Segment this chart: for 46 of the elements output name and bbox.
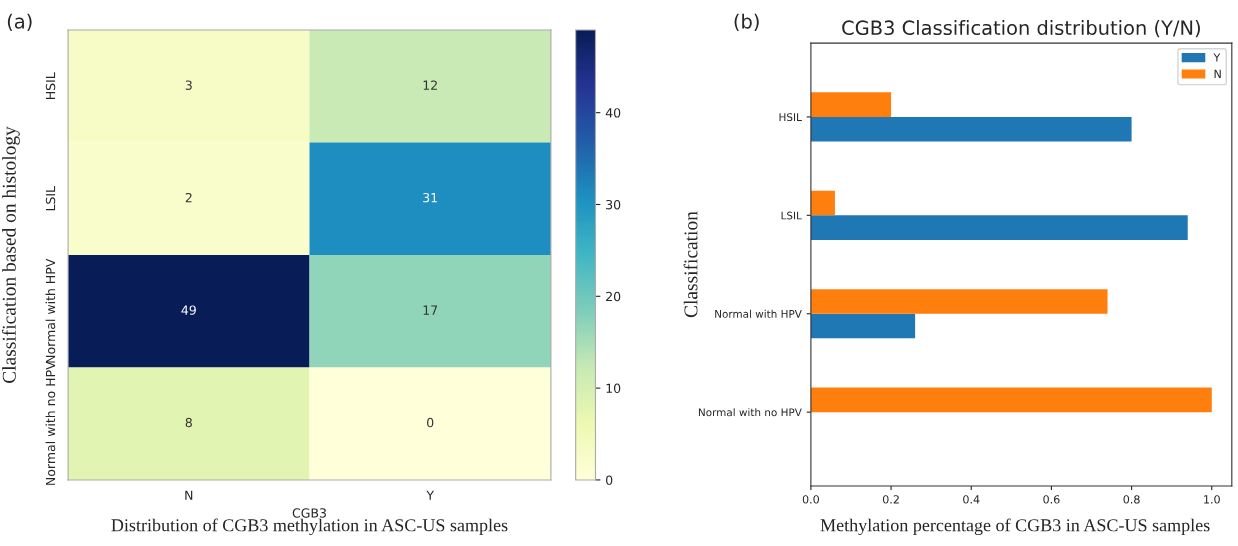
- y-tick-label: HSIL: [45, 72, 56, 100]
- x-tick-label: 0.6: [1043, 495, 1060, 504]
- color-bar-label: 10: [606, 383, 621, 394]
- bar: [810, 313, 916, 339]
- data-label: 31: [423, 192, 437, 203]
- x-tick-label: N: [185, 490, 193, 500]
- bar: [810, 116, 1132, 142]
- data-label: 2: [185, 192, 192, 203]
- data-label: 12: [423, 80, 437, 90]
- x-axis-title: CGB3: [292, 508, 326, 518]
- data-label: 0: [427, 417, 434, 428]
- y-tick-label: HSIL: [779, 113, 802, 122]
- y-tick-label: Normal with HPV: [45, 258, 56, 363]
- y-tick-label: LSIL: [781, 211, 802, 220]
- y-tick-label: Normal with no HPV: [45, 361, 56, 485]
- x-tick-label: 0.2: [882, 495, 899, 504]
- y-tick-label: LSIL: [45, 186, 56, 211]
- bar: [810, 190, 835, 216]
- color-bar-label: 0: [606, 475, 613, 485]
- x-tick-label: 0.8: [1123, 495, 1140, 504]
- text: Distribution of CGB3 methylation in ASC-US samples: [111, 518, 508, 536]
- data-label: 17: [423, 305, 438, 315]
- text: Methylation percentage of CGB3 in ASC-US samples: [820, 518, 1210, 536]
- x-tick-label: 0.0: [802, 495, 819, 504]
- bar: [810, 387, 1212, 413]
- x-tick-label: Y: [426, 490, 435, 500]
- bar: [810, 215, 1188, 240]
- x-tick-label: 0.4: [963, 495, 980, 504]
- data-label: 8: [185, 417, 192, 428]
- data-label: 3: [185, 80, 192, 90]
- y-axis-title: Classification based on histology: [1, 126, 20, 383]
- legend-label: Y: [1213, 53, 1221, 62]
- color-bar-label: 40: [605, 108, 621, 118]
- bar: [810, 92, 892, 117]
- chart-title: CGB3 Classification distribution (Y/N): [842, 20, 1200, 38]
- text: (b): [734, 13, 759, 31]
- color-bar-label: 20: [606, 291, 621, 302]
- y-tick-label: Normal with no HPV: [698, 408, 802, 417]
- y-axis-title: Classification: [683, 211, 698, 318]
- legend-label: N: [1214, 69, 1221, 78]
- text: (a): [7, 13, 32, 31]
- data-label: 49: [181, 305, 196, 315]
- color-bar-label: 30: [606, 199, 621, 210]
- y-tick-label: Normal with HPV: [715, 309, 802, 318]
- x-tick-label: 1.0: [1204, 495, 1220, 504]
- bar: [810, 289, 1108, 314]
